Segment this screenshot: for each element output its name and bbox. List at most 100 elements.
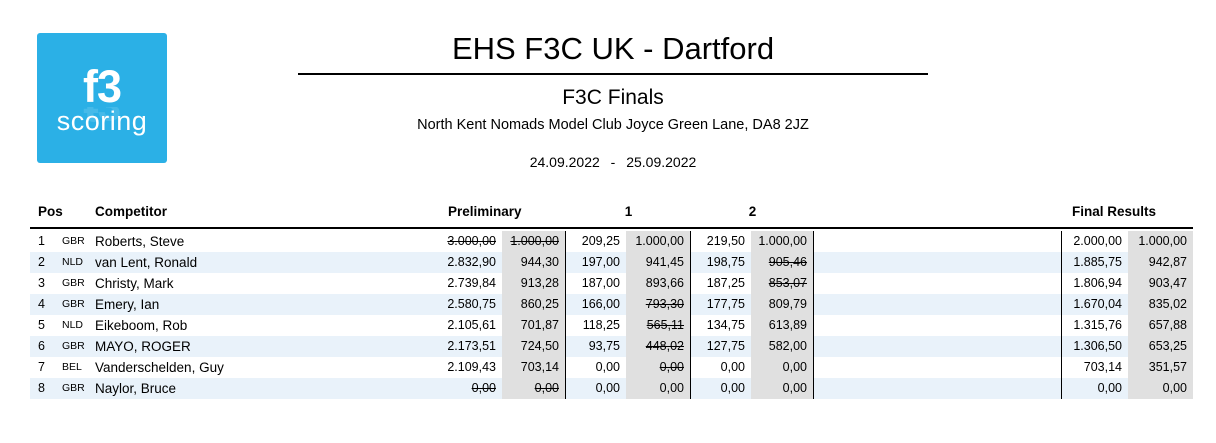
preliminary-points-cell: 860,25 xyxy=(502,294,566,315)
round2-score-cell: 127,75 xyxy=(706,339,745,353)
preliminary-points-cell: 944,30 xyxy=(502,252,566,273)
competitor-name-cell: van Lent, Ronald xyxy=(95,255,198,270)
competitor-name-cell: Eikeboom, Rob xyxy=(95,318,188,333)
round1-score-cell: 118,25 xyxy=(582,318,620,332)
position-cell: 3 xyxy=(38,276,45,290)
preliminary-score-cell: 2.739,84 xyxy=(447,276,496,290)
competitor-name-cell: Vanderschelden, Guy xyxy=(95,360,224,375)
final-score-cell: 703,14 xyxy=(1083,360,1122,374)
preliminary-points-cell: 724,50 xyxy=(502,336,566,357)
final-score-cell: 0,00 xyxy=(1097,381,1122,395)
spacer-cell xyxy=(814,294,1062,315)
final-points-cell: 653,25 xyxy=(1128,336,1193,357)
col-header-pos: Pos xyxy=(38,203,63,219)
preliminary-score-cell: 2.173,51 xyxy=(447,339,496,353)
round1-points-cell: 941,45 xyxy=(626,252,691,273)
f3-scoring-logo: f3 f3 scoring xyxy=(37,33,167,163)
final-points-cell: 0,00 xyxy=(1128,378,1193,399)
round1-points-cell: 793,30 xyxy=(626,294,691,315)
round2-score-cell: 134,75 xyxy=(706,318,745,332)
round2-score-cell: 198,75 xyxy=(706,255,745,269)
competitor-name-cell: Roberts, Steve xyxy=(95,234,185,249)
final-score-cell: 1.885,75 xyxy=(1073,255,1122,269)
preliminary-points-cell: 0,00 xyxy=(502,378,566,399)
table-row: 8 GBR Naylor, Bruce 0,00 0,00 0,00 0,00 … xyxy=(30,378,1193,399)
final-points-cell: 1.000,00 xyxy=(1128,231,1193,252)
table-row: 2 NLD van Lent, Ronald 2.832,90 944,30 1… xyxy=(30,252,1193,273)
round2-points-cell: 1.000,00 xyxy=(751,231,814,252)
round1-score-cell: 197,00 xyxy=(581,255,620,269)
table-row: 3 GBR Christy, Mark 2.739,84 913,28 187,… xyxy=(30,273,1193,294)
preliminary-score-cell: 2.105,61 xyxy=(447,318,496,332)
round1-score-cell: 0,00 xyxy=(595,360,620,374)
round2-points-cell: 853,07 xyxy=(751,273,814,294)
event-title: EHS F3C UK - Dartford xyxy=(451,31,775,66)
preliminary-score-cell: 2.580,75 xyxy=(447,297,496,311)
final-points-cell: 903,47 xyxy=(1128,273,1193,294)
round1-points-cell: 448,02 xyxy=(626,336,691,357)
country-code-cell: BEL xyxy=(62,361,82,373)
round1-score-cell: 0,00 xyxy=(595,381,620,395)
competitor-name-cell: Christy, Mark xyxy=(95,276,174,291)
spacer-cell xyxy=(814,336,1062,357)
results-table: Pos Competitor Preliminary 1 2 Final Res… xyxy=(30,195,1193,399)
preliminary-score-cell: 3.000,00 xyxy=(447,234,496,248)
round2-score-cell: 187,25 xyxy=(706,276,745,290)
spacer-cell xyxy=(814,231,1062,252)
preliminary-score-cell: 2.109,43 xyxy=(447,360,496,374)
country-code-cell: NLD xyxy=(62,319,84,331)
table-row: 5 NLD Eikeboom, Rob 2.105,61 701,87 118,… xyxy=(30,315,1193,336)
event-header: EHS F3C UK - Dartford F3C Finals North K… xyxy=(298,30,928,170)
round2-points-cell: 582,00 xyxy=(751,336,814,357)
final-points-cell: 351,57 xyxy=(1128,357,1193,378)
round1-score-cell: 166,00 xyxy=(581,297,620,311)
contest-name: F3C Finals xyxy=(562,86,664,110)
country-code-cell: NLD xyxy=(62,256,84,268)
final-score-cell: 1.315,76 xyxy=(1073,318,1122,332)
preliminary-points-cell: 701,87 xyxy=(502,315,566,336)
round2-points-cell: 0,00 xyxy=(751,378,814,399)
preliminary-points-cell: 913,28 xyxy=(502,273,566,294)
preliminary-score-cell: 2.832,90 xyxy=(447,255,496,269)
spacer-cell xyxy=(814,315,1062,336)
spacer-cell xyxy=(814,357,1062,378)
position-cell: 4 xyxy=(38,297,45,311)
logo-f3-text: f3 xyxy=(82,61,122,112)
competitor-name-cell: Naylor, Bruce xyxy=(95,381,177,396)
preliminary-points-cell: 703,14 xyxy=(502,357,566,378)
position-cell: 2 xyxy=(38,255,45,269)
country-code-cell: GBR xyxy=(62,298,85,310)
position-cell: 8 xyxy=(38,381,45,395)
table-row: 1 GBR Roberts, Steve 3.000,00 1.000,00 2… xyxy=(30,231,1193,252)
final-points-cell: 657,88 xyxy=(1128,315,1193,336)
spacer-cell xyxy=(814,273,1062,294)
table-header-row: Pos Competitor Preliminary 1 2 Final Res… xyxy=(30,195,1193,229)
final-score-cell: 1.806,94 xyxy=(1073,276,1122,290)
col-header-round2: 2 xyxy=(748,203,757,219)
position-cell: 6 xyxy=(38,339,45,353)
competitor-name-cell: MAYO, ROGER xyxy=(95,339,191,354)
competitor-name-cell: Emery, Ian xyxy=(95,297,160,312)
table-row: 7 BEL Vanderschelden, Guy 2.109,43 703,1… xyxy=(30,357,1193,378)
final-points-cell: 942,87 xyxy=(1128,252,1193,273)
col-header-preliminary: Preliminary xyxy=(448,203,522,219)
final-score-cell: 2.000,00 xyxy=(1073,234,1122,248)
country-code-cell: GBR xyxy=(62,277,85,289)
round2-points-cell: 613,89 xyxy=(751,315,814,336)
round2-score-cell: 219,50 xyxy=(706,234,745,248)
preliminary-score-cell: 0,00 xyxy=(471,381,496,395)
round1-points-cell: 0,00 xyxy=(626,357,691,378)
contest-dates: 24.09.2022 - 25.09.2022 xyxy=(529,154,697,171)
position-cell: 1 xyxy=(38,234,45,248)
contest-location: North Kent Nomads Model Club Joyce Green… xyxy=(417,117,809,134)
col-header-final-results: Final Results xyxy=(1072,203,1157,219)
round2-points-cell: 0,00 xyxy=(751,357,814,378)
spacer-cell xyxy=(814,378,1062,399)
col-header-round1: 1 xyxy=(624,203,633,219)
table-row: 6 GBR MAYO, ROGER 2.173,51 724,50 93,75 … xyxy=(30,336,1193,357)
round1-points-cell: 1.000,00 xyxy=(626,231,691,252)
round1-points-cell: 893,66 xyxy=(626,273,691,294)
round1-score-cell: 187,00 xyxy=(581,276,620,290)
table-body: 1 GBR Roberts, Steve 3.000,00 1.000,00 2… xyxy=(30,229,1193,399)
